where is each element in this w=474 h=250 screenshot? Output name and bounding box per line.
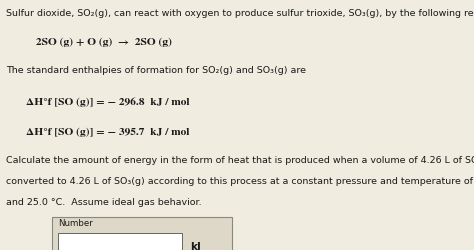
Text: converted to 4.26 L of SO₃(g) according to this process at a constant pressure a: converted to 4.26 L of SO₃(g) according …: [6, 177, 474, 186]
Text: ΔH°f [SO₃(g)] = − 395.7  kJ / mol: ΔH°f [SO₃(g)] = − 395.7 kJ / mol: [26, 128, 190, 137]
Text: The standard enthalpies of formation for SO₂(g) and SO₃(g) are: The standard enthalpies of formation for…: [6, 66, 306, 75]
Text: kJ: kJ: [190, 242, 201, 250]
FancyBboxPatch shape: [52, 216, 232, 250]
FancyBboxPatch shape: [58, 233, 182, 250]
Text: and 25.0 °C.  Assume ideal gas behavior.: and 25.0 °C. Assume ideal gas behavior.: [6, 198, 201, 207]
Text: Number: Number: [58, 220, 93, 228]
Text: ΔH°f [SO₂(g)] = − 296.8  kJ / mol: ΔH°f [SO₂(g)] = − 296.8 kJ / mol: [26, 98, 190, 107]
Text: 2SO₂(g) + O₂(g)  →  2SO₃(g): 2SO₂(g) + O₂(g) → 2SO₃(g): [36, 38, 172, 47]
Text: Calculate the amount of energy in the form of heat that is produced when a volum: Calculate the amount of energy in the fo…: [6, 156, 474, 165]
Text: Sulfur dioxide, SO₂(g), can react with oxygen to produce sulfur trioxide, SO₃(g): Sulfur dioxide, SO₂(g), can react with o…: [6, 9, 474, 18]
